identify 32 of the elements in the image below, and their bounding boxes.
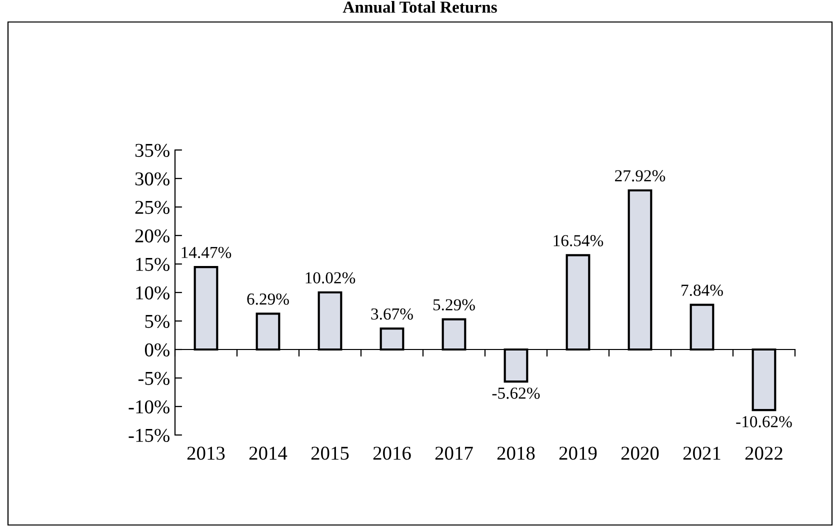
data-label: 10.02% <box>306 272 356 284</box>
x-tick-label: 2017 <box>435 446 473 460</box>
x-tick-label: 2016 <box>373 446 411 460</box>
data-label: -5.62% <box>492 388 540 399</box>
y-tick-label: 25% <box>135 200 170 214</box>
chart-title: Annual Total Returns <box>342 1 497 13</box>
x-tick-label: 2021 <box>683 446 720 460</box>
y-tick-label: 20% <box>135 229 170 242</box>
data-label: 3.67% <box>371 308 413 320</box>
x-tick-label: 2018 <box>497 446 535 460</box>
data-label: 5.29% <box>433 299 475 310</box>
data-label: 6.29% <box>247 293 289 305</box>
data-label: 27.92% <box>615 170 666 182</box>
y-tick-label: -5% <box>138 372 170 385</box>
x-tick-label: 2013 <box>187 446 225 460</box>
data-label: 16.54% <box>554 235 604 246</box>
y-tick-label: -10% <box>128 400 170 414</box>
data-label: 7.84% <box>682 284 723 296</box>
y-tick-label: 35% <box>135 144 170 157</box>
y-tick-label: 0% <box>144 343 170 356</box>
y-tick-label: 30% <box>135 172 170 186</box>
data-label: 14.47% <box>182 246 232 258</box>
y-tick-label: 5% <box>145 314 170 328</box>
x-tick-label: 2019 <box>559 446 597 460</box>
y-tick-label: 10% <box>136 286 170 300</box>
x-tick-label: 2015 <box>311 446 349 460</box>
data-label: -10.62% <box>736 416 792 428</box>
y-tick-label: -15% <box>128 428 170 442</box>
x-tick-label: 2020 <box>621 446 659 460</box>
x-tick-label: 2022 <box>745 446 782 460</box>
x-tick-label: 2014 <box>249 446 288 460</box>
y-tick-label: 15% <box>136 258 170 271</box>
